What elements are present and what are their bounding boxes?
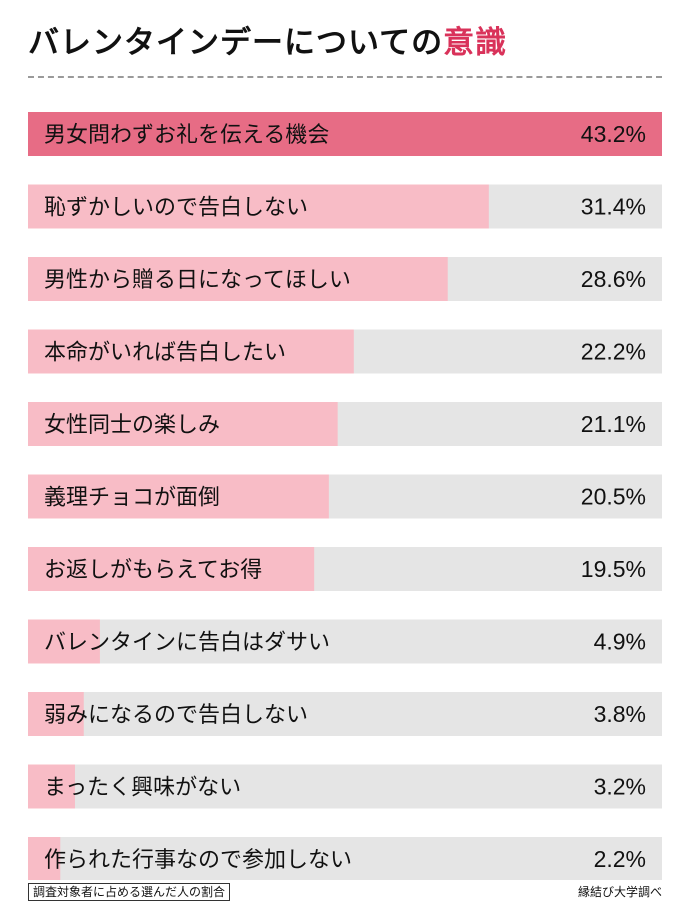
footnote: 調査対象者に占める選んだ人の割合 <box>28 883 231 901</box>
value-label: 43.2% <box>581 121 646 147</box>
value-label: 3.2% <box>594 774 646 800</box>
bar-track <box>28 764 662 809</box>
value-label: 21.1% <box>581 411 646 437</box>
category-label: 男女問わずお礼を伝える機会 <box>44 123 329 148</box>
bar <box>28 329 354 374</box>
title-divider <box>28 76 662 78</box>
category-label: 女性同士の楽しみ <box>44 413 220 438</box>
bar <box>28 837 61 880</box>
bar <box>28 112 662 156</box>
chart-title-accent: 意識 <box>443 25 508 61</box>
category-label: 男性から贈る日になってほしい <box>44 268 351 293</box>
chart-title-main: バレンタインデーについての <box>28 25 444 61</box>
bar <box>28 474 329 519</box>
bar <box>28 692 84 736</box>
bar-track <box>28 619 662 664</box>
chart-title: バレンタインデーについての意識 <box>28 18 507 68</box>
source-credit: 縁結び大学調べ <box>577 885 662 899</box>
bar <box>28 764 75 809</box>
category-label: バレンタインに告白はダサい <box>44 631 330 656</box>
category-label: まったく興味がない <box>44 776 241 801</box>
bar <box>28 619 100 664</box>
value-label: 31.4% <box>581 194 646 220</box>
bar-chart: 男女問わずお礼を伝える機会 43.2% 恥ずかしいので告白しない 31.4% 男性から贈… <box>28 112 662 880</box>
category-label: 作られた行事なので参加しない <box>44 848 352 873</box>
value-label: 4.9% <box>594 629 646 655</box>
bar <box>28 547 315 591</box>
category-label: 本命がいれば告白したい <box>44 341 286 366</box>
bar <box>28 184 489 229</box>
bar-track <box>28 692 662 736</box>
value-label: 22.2% <box>581 339 646 365</box>
value-label: 3.8% <box>594 701 646 727</box>
value-label: 28.6% <box>581 266 646 292</box>
value-label: 19.5% <box>581 556 646 582</box>
bar <box>28 402 338 446</box>
value-label: 20.5% <box>581 484 646 510</box>
bar-track <box>28 837 662 880</box>
value-label: 2.2% <box>594 846 646 872</box>
category-label: 恥ずかしいので告白しない <box>44 196 308 221</box>
category-label: 弱みになるので告白しない <box>44 703 308 728</box>
category-label: お返しがもらえてお得 <box>44 558 262 583</box>
category-label: 義理チョコが面倒 <box>44 486 220 511</box>
bar <box>28 257 448 301</box>
